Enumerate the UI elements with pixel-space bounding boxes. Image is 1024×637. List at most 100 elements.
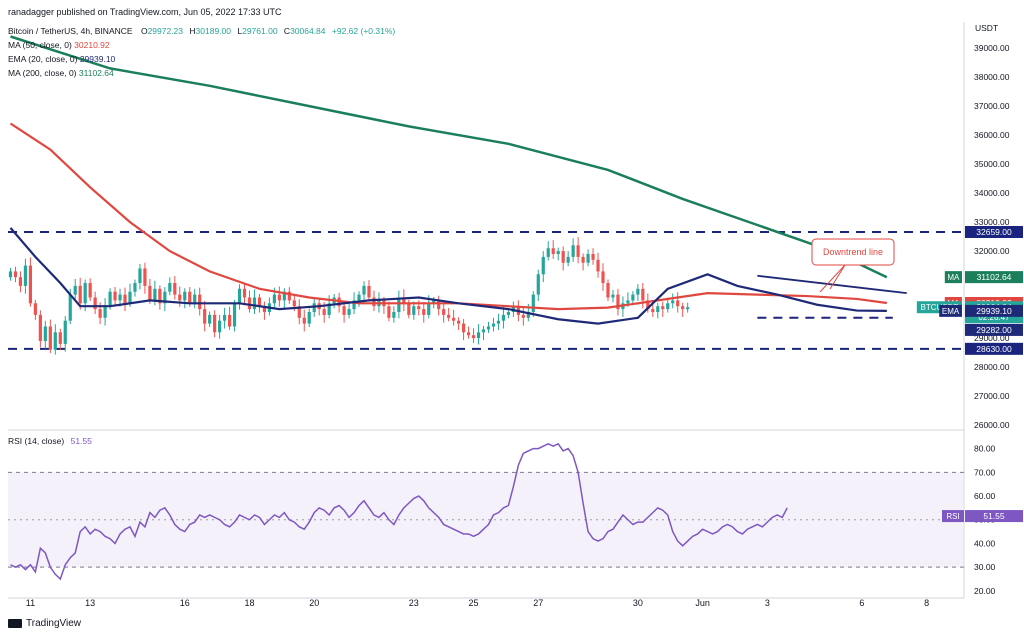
- candle-body: [153, 288, 157, 301]
- indicator-ma200[interactable]: MA (200, close, 0) 31102.64: [8, 68, 114, 78]
- candle-body: [626, 300, 630, 304]
- time-tick-label: 18: [244, 598, 254, 608]
- indicator-ma50[interactable]: MA (50, close, 0) 30210.92: [8, 40, 110, 50]
- candle-body: [68, 294, 72, 321]
- indicator-ema20[interactable]: EMA (20, close, 0) 29939.10: [8, 54, 116, 64]
- candle-body: [83, 283, 87, 304]
- candle-body: [123, 294, 127, 304]
- candle-body: [43, 326, 47, 341]
- candle-body: [531, 294, 535, 312]
- candle-body: [471, 335, 476, 339]
- candle-body: [133, 283, 137, 292]
- candle-body: [466, 332, 471, 336]
- candle-body: [73, 285, 77, 295]
- candle-body: [651, 309, 655, 312]
- downtrend-line: [757, 274, 907, 295]
- price-tag-name: MA: [947, 273, 960, 282]
- candle-body: [203, 309, 207, 324]
- candle-body: [193, 294, 197, 304]
- rsi-tick-label: 70.00: [974, 467, 996, 477]
- candle-body: [128, 291, 132, 304]
- candle-body: [362, 285, 366, 295]
- candle-body: [183, 291, 187, 301]
- candle-body: [218, 320, 222, 333]
- candle-body: [397, 297, 401, 312]
- candle-body: [427, 303, 431, 315]
- candle-body: [272, 294, 276, 304]
- candle-body: [591, 254, 595, 260]
- candle-body: [407, 303, 411, 315]
- ohlc-c: C30064.84: [283, 26, 326, 36]
- candle-body: [227, 314, 232, 327]
- price-tag: 28630.00: [965, 342, 1023, 355]
- price-tag-value-box: [965, 304, 1023, 317]
- candle-body: [646, 300, 650, 310]
- candle-body: [297, 306, 301, 318]
- price-tick-label: 34000.00: [974, 188, 1010, 198]
- tradingview-logo[interactable]: TradingView: [8, 618, 81, 629]
- candle-body: [257, 297, 262, 307]
- candle-body: [671, 300, 675, 304]
- time-tick-label: 25: [469, 598, 479, 608]
- candle-body: [168, 283, 172, 292]
- candle-body: [93, 297, 97, 310]
- candle-body: [118, 294, 122, 301]
- candle-body: [476, 332, 481, 339]
- rsi-tag-name: RSI: [946, 512, 959, 521]
- candle-body: [422, 309, 426, 315]
- candle-body: [198, 294, 202, 310]
- time-tick-label: 20: [309, 598, 319, 608]
- time-tick-label: 16: [180, 598, 190, 608]
- price-tick-label: 39000.00: [974, 43, 1010, 53]
- candle-body: [307, 312, 311, 324]
- candle-body: [8, 271, 13, 278]
- rsi-tick-label: 20.00: [974, 586, 996, 596]
- candle-body: [237, 288, 242, 304]
- candle-body: [556, 251, 560, 254]
- candle-body: [292, 300, 296, 307]
- candle-body: [491, 323, 496, 327]
- price-tick-label: 26000.00: [974, 420, 1010, 430]
- candle-body: [18, 277, 23, 286]
- candle-body: [506, 312, 511, 315]
- price-tick-label: 28000.00: [974, 362, 1010, 372]
- candle-body: [596, 259, 600, 272]
- candle-body: [372, 297, 376, 307]
- candle-body: [447, 314, 451, 318]
- symbol-label: Bitcoin / TetherUS, 4h, BINANCE: [8, 26, 133, 36]
- time-tick-label: 3: [765, 598, 770, 608]
- candle-body: [48, 326, 52, 350]
- price-tick-label: 32000.00: [974, 246, 1010, 256]
- annotation-pointer: [829, 264, 846, 290]
- price-tick-label: 38000.00: [974, 72, 1010, 82]
- candle-body: [676, 300, 680, 307]
- candle-body: [501, 314, 506, 321]
- candle-body: [173, 283, 177, 295]
- candle-body: [611, 294, 615, 298]
- rsi-tick-label: 40.00: [974, 538, 996, 548]
- candle-body: [158, 288, 162, 304]
- ma50-line: [9, 122, 887, 311]
- candle-body: [452, 317, 456, 321]
- price-tag: 29282.00: [965, 323, 1023, 336]
- time-tick-label: 13: [85, 598, 95, 608]
- candle-body: [387, 306, 391, 318]
- price-tag-name-box: [939, 304, 962, 317]
- time-tick-label: 23: [409, 598, 419, 608]
- candle-body: [347, 309, 351, 315]
- candle-body: [33, 303, 37, 315]
- ma200-line: [10, 35, 888, 279]
- candle-body: [661, 306, 665, 310]
- rsi-legend[interactable]: RSI (14, close) 51.55: [8, 436, 92, 446]
- candle-body: [148, 285, 152, 301]
- price-tag-countdown: 02:26:47: [978, 313, 1010, 322]
- ohlc-o: O29972.23: [140, 26, 184, 36]
- candle-body: [631, 294, 635, 301]
- candle-body: [327, 303, 331, 315]
- candle-body: [437, 300, 441, 310]
- publish-line: ranadagger published on TradingView.com,…: [8, 7, 282, 17]
- rsi-tag-value-box: [965, 510, 1023, 523]
- candle-body: [108, 291, 112, 307]
- candle-body: [681, 306, 685, 310]
